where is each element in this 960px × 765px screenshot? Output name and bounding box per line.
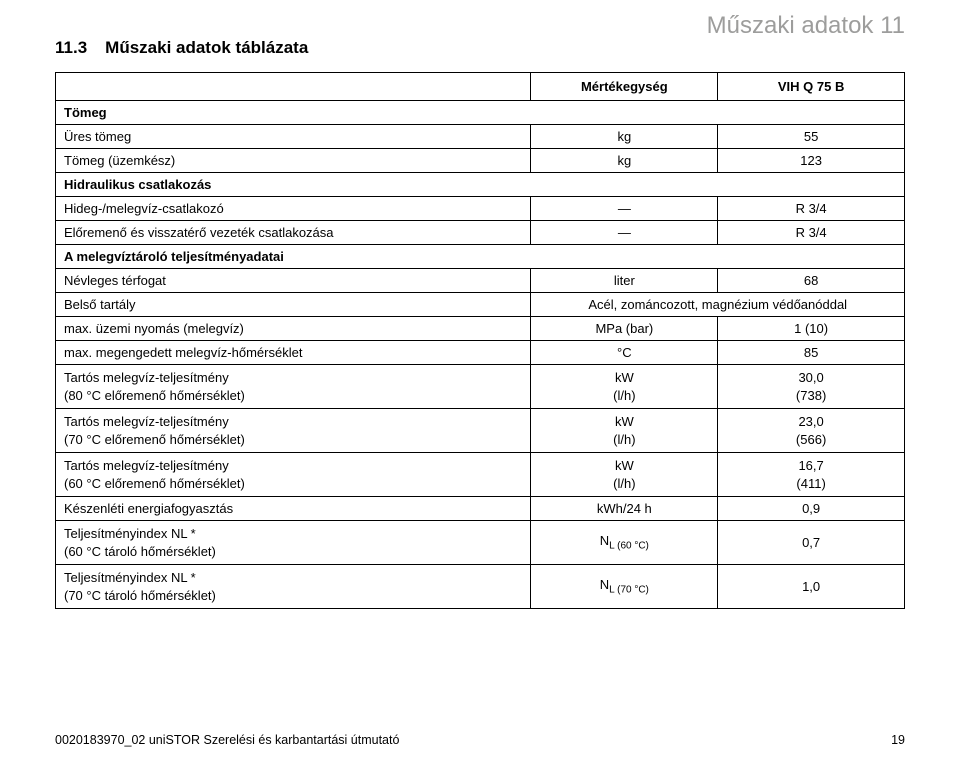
label-cell: Előremenő és visszatérő vezeték csatlako… <box>56 221 531 245</box>
value-cell: 85 <box>718 341 905 365</box>
table-header-row: Mértékegység VIH Q 75 B <box>56 73 905 101</box>
footer-page-number: 19 <box>891 733 905 747</box>
unit-cell: kW(l/h) <box>531 365 718 409</box>
spec-table: Mértékegység VIH Q 75 B TömegÜres tömegk… <box>55 72 905 609</box>
label-cell: Tartós melegvíz-teljesítmény(70 °C előre… <box>56 409 531 453</box>
value-cell: R 3/4 <box>718 221 905 245</box>
table-row: Teljesítményindex NL *(60 °C tároló hőmé… <box>56 521 905 565</box>
value-cell: 0,7 <box>718 521 905 565</box>
table-section-row: A melegvíztároló teljesítményadatai <box>56 245 905 269</box>
table-row: Üres tömegkg55 <box>56 125 905 149</box>
label-cell: Tömeg (üzemkész) <box>56 149 531 173</box>
unit-cell: — <box>531 221 718 245</box>
table-row: Teljesítményindex NL *(70 °C tároló hőmé… <box>56 565 905 609</box>
unit-cell: kW(l/h) <box>531 409 718 453</box>
table-row: max. megengedett melegvíz-hőmérséklet°C8… <box>56 341 905 365</box>
label-cell: Belső tartály <box>56 293 531 317</box>
unit-cell: MPa (bar) <box>531 317 718 341</box>
unit-cell: NL (60 °C) <box>531 521 718 565</box>
table-row: max. üzemi nyomás (melegvíz)MPa (bar)1 (… <box>56 317 905 341</box>
unit-cell: — <box>531 197 718 221</box>
footer-doc-ref: 0020183970_02 uniSTOR Szerelési és karba… <box>55 733 399 747</box>
value-cell: 23,0(566) <box>718 409 905 453</box>
label-cell: Névleges térfogat <box>56 269 531 293</box>
section-cell: A melegvíztároló teljesítményadatai <box>56 245 905 269</box>
page-footer: 0020183970_02 uniSTOR Szerelési és karba… <box>55 733 905 747</box>
section-number: 11.3 <box>55 38 87 57</box>
header-model: VIH Q 75 B <box>718 73 905 101</box>
unit-cell: °C <box>531 341 718 365</box>
table-row: Tartós melegvíz-teljesítmény(60 °C előre… <box>56 453 905 497</box>
table-row: Névleges térfogatliter68 <box>56 269 905 293</box>
label-cell: Hideg-/melegvíz-csatlakozó <box>56 197 531 221</box>
label-cell: Üres tömeg <box>56 125 531 149</box>
header-unit: Mértékegység <box>531 73 718 101</box>
unit-cell: liter <box>531 269 718 293</box>
label-cell: Tartós melegvíz-teljesítmény(60 °C előre… <box>56 453 531 497</box>
value-cell: 1 (10) <box>718 317 905 341</box>
value-cell: R 3/4 <box>718 197 905 221</box>
table-row: Belső tartályAcél, zománcozott, magnéziu… <box>56 293 905 317</box>
unit-cell: kW(l/h) <box>531 453 718 497</box>
label-cell: Teljesítményindex NL *(60 °C tároló hőmé… <box>56 521 531 565</box>
table-row: Előremenő és visszatérő vezeték csatlako… <box>56 221 905 245</box>
unit-cell: kWh/24 h <box>531 497 718 521</box>
span-cell: Acél, zománcozott, magnézium védőanóddal <box>531 293 905 317</box>
header-empty <box>56 73 531 101</box>
table-section-row: Tömeg <box>56 101 905 125</box>
label-cell: Teljesítményindex NL *(70 °C tároló hőmé… <box>56 565 531 609</box>
value-cell: 55 <box>718 125 905 149</box>
table-row: Tartós melegvíz-teljesítmény(70 °C előre… <box>56 409 905 453</box>
value-cell: 0,9 <box>718 497 905 521</box>
table-row: Készenléti energiafogyasztáskWh/24 h0,9 <box>56 497 905 521</box>
value-cell: 68 <box>718 269 905 293</box>
table-row: Tartós melegvíz-teljesítmény(80 °C előre… <box>56 365 905 409</box>
value-cell: 123 <box>718 149 905 173</box>
section-cell: Tömeg <box>56 101 905 125</box>
value-cell: 1,0 <box>718 565 905 609</box>
unit-cell: kg <box>531 149 718 173</box>
unit-cell: NL (70 °C) <box>531 565 718 609</box>
page-header-right: Műszaki adatok 11 <box>707 12 905 40</box>
table-row: Tömeg (üzemkész)kg123 <box>56 149 905 173</box>
label-cell: max. megengedett melegvíz-hőmérséklet <box>56 341 531 365</box>
label-cell: Tartós melegvíz-teljesítmény(80 °C előre… <box>56 365 531 409</box>
table-row: Hideg-/melegvíz-csatlakozó—R 3/4 <box>56 197 905 221</box>
value-cell: 30,0(738) <box>718 365 905 409</box>
label-cell: Készenléti energiafogyasztás <box>56 497 531 521</box>
section-heading: 11.3 Műszaki adatok táblázata <box>55 38 905 58</box>
label-cell: max. üzemi nyomás (melegvíz) <box>56 317 531 341</box>
section-title: Műszaki adatok táblázata <box>105 38 308 57</box>
table-section-row: Hidraulikus csatlakozás <box>56 173 905 197</box>
section-cell: Hidraulikus csatlakozás <box>56 173 905 197</box>
value-cell: 16,7(411) <box>718 453 905 497</box>
unit-cell: kg <box>531 125 718 149</box>
